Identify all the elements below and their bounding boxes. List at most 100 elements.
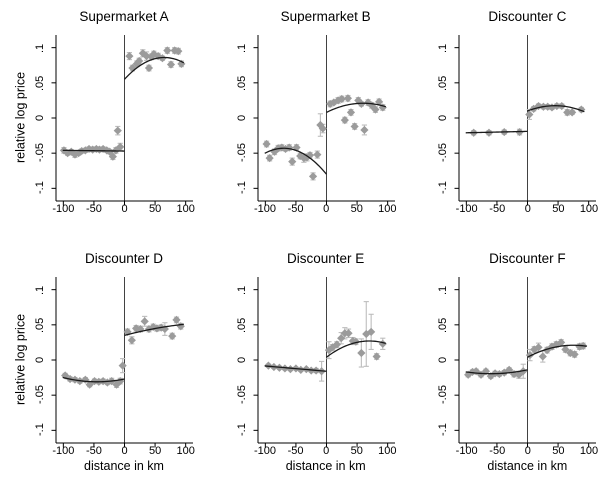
- data-point: [144, 63, 154, 73]
- x-tick-label: 0: [524, 445, 531, 457]
- axes: [51, 277, 193, 448]
- data-point: [166, 60, 176, 69]
- panel-discounter-f: Discounter F .1 .05 0 -.05 -.1 -100 -50 0 50 100 di…: [403, 242, 605, 484]
- y-tick-label: .05: [34, 317, 46, 333]
- panel-row-bottom: Discounter D relative log price .1 .05 0 -.05…: [0, 242, 605, 484]
- axes: [253, 35, 395, 206]
- panel-title: Discounter D: [84, 251, 164, 266]
- y-tick-label: 0: [34, 114, 46, 122]
- data-point: [128, 63, 137, 73]
- y-axis-label: relative log price: [13, 313, 28, 405]
- x-tick-label: -100: [52, 203, 75, 215]
- x-tick-label: 100: [176, 203, 195, 215]
- x-tick-label: 50: [552, 203, 565, 215]
- data-point: [374, 97, 383, 106]
- fit-line-right: [325, 340, 386, 358]
- x-tick-label: -50: [85, 445, 102, 457]
- x-tick-label: -50: [287, 445, 304, 457]
- data-point: [176, 322, 185, 331]
- data-point: [98, 144, 108, 154]
- y-axis-label: relative log price: [13, 71, 28, 163]
- data-point: [113, 126, 122, 135]
- y-tick-label: .05: [437, 75, 450, 91]
- panel-title: Discounter C: [488, 9, 567, 24]
- fit-line-left: [264, 365, 327, 372]
- x-tick-label: 0: [323, 445, 330, 457]
- data-point: [262, 139, 271, 149]
- data-point: [265, 153, 274, 163]
- y-tick-label: -.05: [34, 143, 46, 163]
- panel-supermarket-b: Supermarket B .1 .05 0 -.05 -.1 -100 -50 0 50 100: [202, 0, 404, 242]
- data-point: [372, 352, 381, 361]
- y-tick-label: 0: [235, 114, 248, 122]
- y-tick-label: .1: [34, 43, 46, 53]
- data-point: [177, 59, 186, 68]
- y-tick-label: -.05: [437, 143, 450, 163]
- fit-line-right: [527, 105, 585, 113]
- data-point: [160, 324, 169, 334]
- data-point: [140, 317, 149, 326]
- x-tick-label: -50: [287, 203, 304, 215]
- data-point: [312, 150, 322, 159]
- panel-discounter-c: Discounter C .1 .05 0 -.05 -.1 -100 -50 0 50 100: [403, 0, 605, 242]
- plot-svg: [51, 35, 193, 206]
- axes: [51, 35, 193, 206]
- plot-svg: [51, 277, 193, 448]
- x-tick-label: 0: [121, 203, 128, 215]
- x-tick-label: -50: [489, 445, 506, 457]
- x-tick-label: -100: [455, 445, 478, 457]
- data-point: [472, 367, 481, 376]
- panel-supermarket-a: Supermarket A relative log price .1 .05 0 -.0…: [0, 0, 202, 242]
- y-tick-label: -.1: [437, 423, 450, 437]
- y-tick-label: 0: [437, 114, 450, 122]
- y-tick-label: .1: [34, 285, 46, 295]
- x-axis-label: distance in km: [285, 459, 366, 473]
- data-point: [356, 348, 366, 358]
- data-point: [172, 315, 181, 325]
- data-point: [108, 152, 117, 161]
- x-tick-label: 100: [176, 445, 195, 457]
- data-point: [570, 350, 580, 359]
- x-tick-label: 50: [148, 203, 162, 215]
- y-tick-label: -.05: [437, 385, 450, 405]
- y-tick-label: .05: [235, 75, 248, 91]
- data-point: [168, 331, 177, 341]
- y-tick-label: .05: [34, 75, 46, 91]
- x-tick-label: 0: [524, 203, 531, 215]
- data-point: [305, 151, 314, 160]
- data-point: [350, 122, 359, 131]
- y-tick-label: 0: [437, 356, 450, 364]
- x-tick-label: 0: [121, 445, 128, 457]
- data-point: [337, 94, 346, 104]
- data-point: [125, 52, 134, 61]
- fit-line-right: [124, 56, 185, 80]
- panel-title: Discounter E: [287, 251, 365, 266]
- data-point: [359, 125, 369, 135]
- x-tick-label: -100: [253, 203, 277, 215]
- axes: [253, 277, 395, 448]
- fit-line-left: [62, 149, 125, 152]
- data-point: [539, 352, 548, 361]
- data-point: [308, 172, 317, 181]
- x-tick-label: 100: [378, 445, 397, 457]
- x-tick-label: 50: [552, 445, 565, 457]
- data-point: [132, 59, 141, 68]
- y-tick-label: -.1: [34, 181, 46, 195]
- data-point: [116, 142, 125, 151]
- y-tick-label: -.1: [235, 181, 248, 195]
- data-point: [103, 378, 112, 387]
- fit-line-left: [466, 130, 528, 134]
- fit-line-right: [527, 344, 588, 358]
- x-tick-label: -100: [253, 445, 277, 457]
- data-point: [127, 336, 136, 345]
- data-point: [525, 110, 534, 119]
- y-tick-label: 0: [235, 356, 248, 364]
- data-point: [149, 49, 158, 59]
- y-tick-label: 0: [34, 356, 46, 364]
- x-tick-label: 50: [350, 445, 363, 457]
- data-point: [530, 345, 539, 354]
- panel-title: Supermarket B: [280, 9, 371, 24]
- plot-svg: [253, 277, 395, 448]
- x-tick-label: -50: [489, 203, 506, 215]
